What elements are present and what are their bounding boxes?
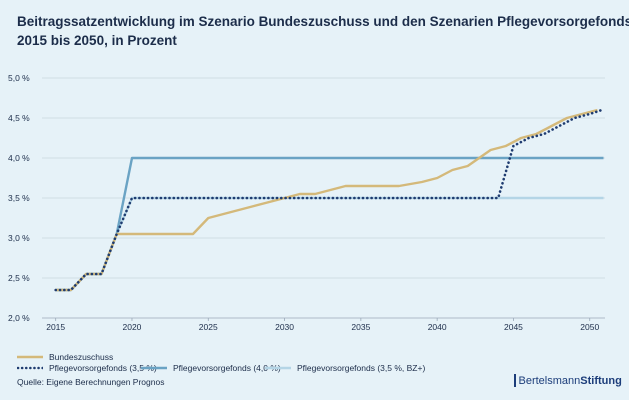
chart-title-line-1: Beitragssatzentwicklung im Szenario Bund…	[17, 14, 629, 29]
legend-item-fonds-40: Pflegevorsorgefonds (4,0 %)	[141, 363, 281, 373]
legend-swatch-fonds-35-bz	[265, 363, 291, 373]
x-tick-label: 2015	[46, 322, 65, 332]
chart-title: Beitragssatzentwicklung im Szenario Bund…	[17, 12, 629, 50]
x-tick-label: 2040	[428, 322, 447, 332]
y-tick-label: 4,0 %	[8, 153, 30, 163]
y-tick-label: 2,0 %	[8, 313, 30, 323]
legend-item-fonds-35-bz: Pflegevorsorgefonds (3,5 %, BZ+)	[265, 363, 425, 373]
series-line-3	[54, 108, 604, 292]
legend-label-fonds-35-bz: Pflegevorsorgefonds (3,5 %, BZ+)	[297, 363, 426, 373]
legend-swatch-bundeszuschuss	[17, 352, 43, 362]
legend-label-fonds-40: Pflegevorsorgefonds (4,0 %)	[173, 363, 281, 373]
logo-text-part-1: Bertelsmann	[518, 374, 581, 387]
legend-item-fonds-35: Pflegevorsorgefonds (3,5 %)	[16, 363, 157, 373]
series-line-2	[55, 108, 598, 292]
legend-label-fonds-35: Pflegevorsorgefonds (3,5 %)	[49, 363, 157, 373]
x-tick-label: 2050	[580, 322, 599, 332]
chart-title-line-2: 2015 bis 2050, in Prozent	[17, 33, 177, 48]
legend-swatch-fonds-35	[16, 363, 45, 373]
x-tick-label: 2020	[123, 322, 142, 332]
x-tick-label: 2025	[199, 322, 218, 332]
y-tick-label: 4,5 %	[8, 113, 30, 123]
x-tick-label: 2030	[275, 322, 294, 332]
logo-text-part-2: Stiftung	[580, 374, 622, 387]
legend-label-bundeszuschuss: Bundeszuschuss	[49, 352, 114, 362]
bertelsmann-stiftung-logo: Bertelsmann Stiftung	[514, 374, 622, 387]
legend-item-bundeszuschuss: Bundeszuschuss	[17, 352, 113, 362]
x-tick-label: 2045	[504, 322, 523, 332]
logo-bar-icon	[514, 374, 516, 387]
y-tick-label: 5,0 %	[8, 73, 30, 83]
series-line-1	[55, 156, 604, 292]
x-tick-label: 2035	[351, 322, 370, 332]
legend-swatch-fonds-40	[141, 363, 167, 373]
y-tick-label: 3,0 %	[8, 233, 30, 243]
source-note: Quelle: Eigene Berechnungen Prognos	[17, 377, 165, 387]
y-tick-label: 2,5 %	[8, 273, 30, 283]
series-line-0	[55, 196, 604, 292]
y-tick-label: 3,5 %	[8, 193, 30, 203]
